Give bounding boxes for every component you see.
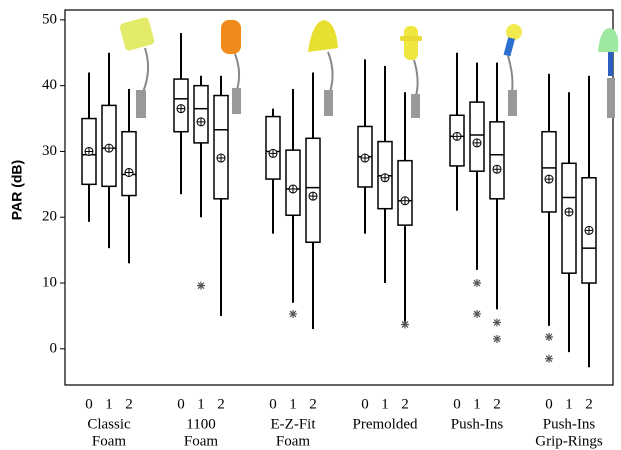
category-label: 2 (217, 396, 225, 412)
y-tick-label: 40 (42, 77, 57, 93)
mean-marker (452, 131, 462, 141)
mean-marker (216, 153, 226, 163)
y-axis-label: PAR (dB) (9, 160, 25, 220)
box (193, 84, 209, 144)
mean-marker (380, 173, 390, 183)
y-tick-label: 10 (42, 274, 57, 290)
mean-marker (472, 138, 482, 148)
icon-classic (119, 17, 155, 118)
icon-griprings (598, 28, 619, 118)
outlier (545, 354, 553, 363)
mean-marker (492, 164, 502, 174)
mean-marker (308, 191, 318, 201)
box (469, 101, 485, 172)
category-label: 1 (289, 396, 297, 412)
mean-marker (400, 196, 410, 206)
icon-1100 (221, 20, 241, 114)
category-label: 0 (269, 396, 277, 412)
box (561, 162, 577, 274)
category-label: 2 (493, 396, 501, 412)
outlier (473, 279, 481, 288)
group-label: Foam (184, 433, 219, 449)
y-tick-label: 0 (50, 340, 58, 356)
mean-marker (288, 184, 298, 194)
box (265, 115, 281, 180)
category-label: 0 (453, 396, 461, 412)
category-label: 2 (309, 396, 317, 412)
category-label: 2 (401, 396, 409, 412)
mean-marker (176, 104, 186, 114)
group-label: Premolded (353, 416, 418, 432)
category-label: 2 (125, 396, 133, 412)
outlier (197, 281, 205, 290)
group-label: Push-Ins (451, 416, 504, 432)
icon-pushins (503, 24, 522, 116)
mean-marker (84, 146, 94, 156)
category-label: 0 (361, 396, 369, 412)
box (541, 130, 557, 213)
group-label: Foam (276, 433, 311, 449)
category-label: 1 (473, 396, 481, 412)
category-label: 1 (105, 396, 113, 412)
outlier (401, 320, 409, 329)
group-label: 1100 (186, 416, 215, 432)
category-label: 1 (381, 396, 389, 412)
group-label: E-Z-Fit (271, 416, 317, 432)
mean-marker (268, 148, 278, 158)
box (213, 94, 229, 200)
y-tick-label: 50 (42, 11, 57, 27)
outlier (493, 334, 501, 343)
group-label: Foam (92, 433, 127, 449)
icon-premolded (400, 26, 422, 118)
mean-marker (196, 117, 206, 127)
category-label: 0 (85, 396, 93, 412)
outlier (473, 309, 481, 318)
box (397, 159, 413, 226)
mean-marker (584, 225, 594, 235)
group-label: Push-Ins (543, 416, 596, 432)
category-label: 1 (565, 396, 573, 412)
outlier (493, 318, 501, 327)
category-label: 0 (177, 396, 185, 412)
earplug-icons (119, 17, 619, 118)
category-label: 2 (585, 396, 593, 412)
outlier (289, 309, 297, 318)
group-label: Grip-Rings (535, 433, 603, 449)
y-tick-label: 20 (42, 209, 57, 225)
outlier (545, 332, 553, 341)
mean-marker (104, 143, 114, 153)
box (489, 121, 505, 200)
box (121, 130, 137, 197)
icon-ezfit (308, 20, 338, 116)
box (285, 149, 301, 217)
y-tick-label: 30 (42, 143, 57, 159)
mean-marker (124, 168, 134, 177)
category-label: 1 (197, 396, 205, 412)
mean-marker (360, 153, 370, 163)
mean-marker (544, 174, 554, 184)
plot-frame (64, 9, 614, 386)
box (305, 137, 321, 243)
mean-marker (564, 207, 574, 217)
group-label: Classic (87, 416, 131, 432)
category-label: 0 (545, 396, 553, 412)
